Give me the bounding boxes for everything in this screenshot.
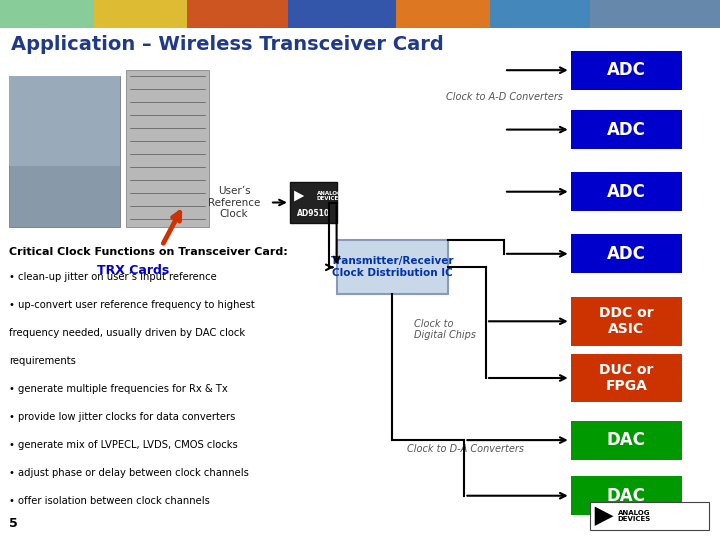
Text: • provide low jitter clocks for data converters: • provide low jitter clocks for data con… <box>9 412 235 422</box>
Bar <box>187 0 288 28</box>
Text: User’s
Reference
Clock: User’s Reference Clock <box>208 186 260 219</box>
Bar <box>9 76 120 227</box>
Bar <box>396 0 490 28</box>
Text: Critical Clock Functions on Transceiver Card:: Critical Clock Functions on Transceiver … <box>9 247 287 258</box>
Text: • clean-up jitter on user’s input reference: • clean-up jitter on user’s input refere… <box>9 272 217 282</box>
Text: • generate mix of LVPECL, LVDS, CMOS clocks: • generate mix of LVPECL, LVDS, CMOS clo… <box>9 440 238 450</box>
Text: 5: 5 <box>9 517 17 530</box>
Text: • up-convert user reference frequency to highest: • up-convert user reference frequency to… <box>9 300 254 310</box>
Bar <box>288 0 396 28</box>
Bar <box>571 421 683 460</box>
Bar <box>94 0 187 28</box>
Text: Clock to A-D Converters: Clock to A-D Converters <box>446 92 563 102</box>
Polygon shape <box>294 191 304 201</box>
Bar <box>571 297 683 346</box>
Bar <box>289 183 336 222</box>
Bar <box>571 110 683 149</box>
Bar <box>571 476 683 515</box>
Polygon shape <box>595 507 613 526</box>
Bar <box>490 0 590 28</box>
Text: Clock to D-A Converters: Clock to D-A Converters <box>407 444 523 454</box>
Text: Application – Wireless Transceiver Card: Application – Wireless Transceiver Card <box>11 35 444 54</box>
Bar <box>571 172 683 211</box>
Text: Transmitter/Receiver
Clock Distribution IC: Transmitter/Receiver Clock Distribution … <box>330 256 454 279</box>
Text: DAC: DAC <box>607 431 646 449</box>
Text: DDC or
ASIC: DDC or ASIC <box>599 306 654 336</box>
Text: TRX Cards: TRX Cards <box>97 264 169 276</box>
Text: DUC or
FPGA: DUC or FPGA <box>599 363 654 393</box>
Bar <box>337 240 448 294</box>
Bar <box>0 0 94 28</box>
Text: ADC: ADC <box>607 61 646 79</box>
Text: ANALOG
DEVICES: ANALOG DEVICES <box>618 510 651 523</box>
Text: AD9510: AD9510 <box>297 209 330 218</box>
Bar <box>590 502 709 530</box>
Bar <box>590 0 720 28</box>
Text: ADC: ADC <box>607 245 646 263</box>
Text: DAC: DAC <box>607 487 646 505</box>
Text: • offer isolation between clock channels: • offer isolation between clock channels <box>9 496 210 507</box>
Text: requirements: requirements <box>9 356 76 366</box>
Text: Clock to
Digital Chips: Clock to Digital Chips <box>414 319 476 340</box>
Text: ADC: ADC <box>607 120 646 139</box>
Bar <box>9 76 120 166</box>
Text: • generate multiple frequencies for Rx & Tx: • generate multiple frequencies for Rx &… <box>9 384 228 394</box>
Text: ADC: ADC <box>607 183 646 201</box>
Bar <box>571 354 683 402</box>
Bar <box>571 234 683 273</box>
Text: • adjust phase or delay between clock channels: • adjust phase or delay between clock ch… <box>9 468 248 478</box>
Bar <box>571 51 683 90</box>
Text: frequency needed, usually driven by DAC clock: frequency needed, usually driven by DAC … <box>9 328 245 338</box>
Bar <box>126 70 209 227</box>
Text: ANALOG
DEVICES: ANALOG DEVICES <box>317 191 343 201</box>
